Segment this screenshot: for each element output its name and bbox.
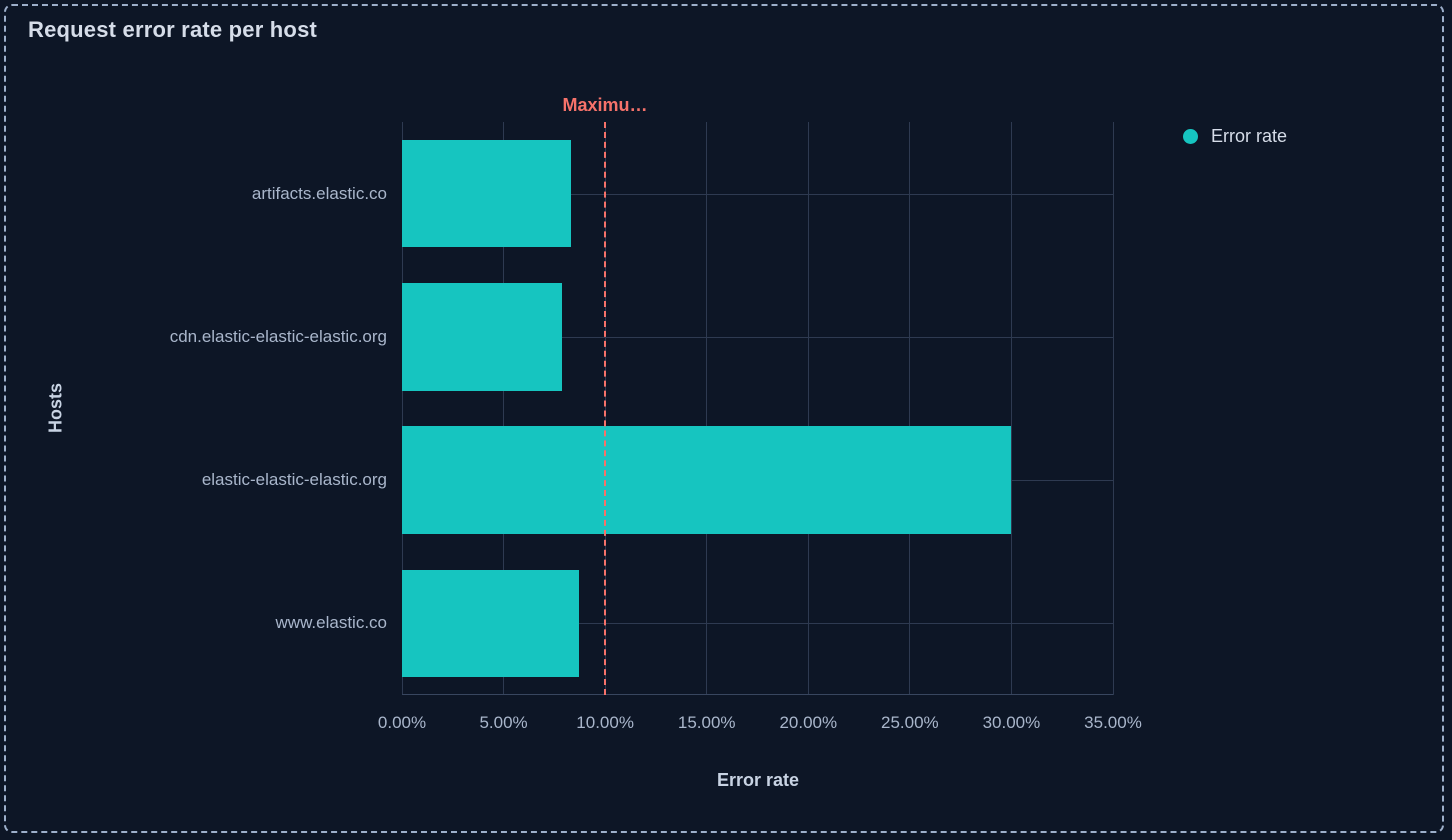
x-tick-label: 15.00% (677, 713, 736, 732)
gridline-horizontal (402, 623, 1113, 625)
bar[interactable] (402, 569, 579, 678)
x-tick-label: 35.00% (1084, 713, 1142, 732)
gridline-vertical (503, 122, 505, 695)
gridline-vertical (1010, 122, 1012, 695)
x-tick-label: 0.00% (377, 713, 427, 732)
x-axis-line (402, 694, 1113, 695)
annotation-label: Maximu… (562, 95, 648, 115)
legend-item-label: Error rate (1211, 126, 1288, 146)
legend: Error rate (1183, 126, 1287, 147)
x-tick-label: 25.00% (881, 713, 939, 732)
x-tick-label: 10.00% (576, 713, 634, 732)
gridline-vertical (1112, 122, 1114, 695)
gridline-horizontal (402, 336, 1113, 338)
gridline-vertical (706, 122, 708, 695)
legend-dot-icon (1183, 129, 1198, 144)
gridline-vertical (807, 122, 809, 695)
y-category-label: elastic-elastic-elastic.org (201, 470, 387, 490)
bar[interactable] (402, 283, 563, 391)
x-axis-title: Error rate (716, 770, 800, 790)
legend-item-error-rate[interactable]: Error rate (1183, 126, 1287, 147)
x-tick-label: 30.00% (982, 713, 1041, 732)
gridline-vertical (401, 122, 403, 695)
plot-area (401, 122, 1114, 695)
gridline-vertical (909, 122, 911, 695)
x-tick-label: 5.00% (479, 713, 528, 732)
annotation-threshold-line (604, 122, 607, 695)
gridline-horizontal (402, 193, 1113, 195)
bar[interactable] (402, 139, 571, 248)
y-category-label: www.elastic.co (275, 613, 387, 633)
bar[interactable] (402, 426, 1012, 534)
y-axis-title: Hosts (45, 382, 66, 434)
panel-title: Request error rate per host (28, 17, 318, 42)
y-category-label: artifacts.elastic.co (251, 183, 387, 203)
y-category-label: cdn.elastic-elastic-elastic.org (169, 326, 387, 346)
x-tick-label: 20.00% (779, 713, 838, 732)
